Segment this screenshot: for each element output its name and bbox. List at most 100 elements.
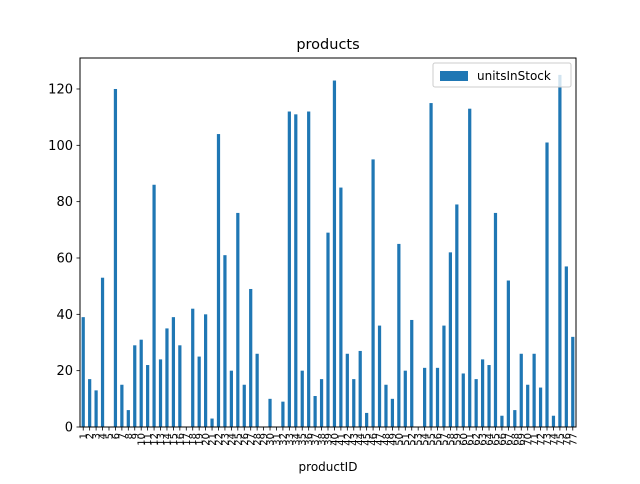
bar	[133, 345, 137, 427]
bar	[558, 74, 562, 428]
x-tick-label: 9	[130, 433, 141, 439]
bar	[352, 379, 356, 427]
x-tick-label: 23	[220, 433, 231, 446]
x-tick-label: 15	[169, 433, 180, 446]
bar	[216, 134, 221, 427]
legend-swatch	[440, 71, 468, 81]
x-tick-label: 59	[452, 433, 463, 446]
x-tick-label: 48	[381, 433, 392, 446]
bar	[365, 412, 369, 427]
x-tick-label: 75	[555, 433, 566, 446]
bar	[255, 353, 259, 427]
x-tick-label: 45	[362, 433, 373, 446]
x-tick-label: 35	[298, 433, 309, 446]
x-tick-label: 40	[330, 433, 341, 446]
bar	[390, 398, 395, 427]
x-tick-label: 26	[240, 433, 251, 446]
x-tick-label: 58	[446, 433, 457, 446]
y-tick-label: 80	[56, 195, 73, 210]
y-tick-label: 100	[48, 139, 73, 154]
bar	[377, 325, 382, 427]
x-tick-label: 16	[175, 433, 186, 446]
x-tick-label: 54	[420, 433, 431, 446]
chart-title: products	[296, 37, 359, 53]
bar	[146, 365, 150, 427]
bar	[455, 204, 459, 427]
x-tick-label: 60	[459, 433, 470, 446]
bar	[120, 384, 124, 427]
x-tick-label: 46	[369, 433, 380, 446]
x-tick-label: 6	[111, 433, 122, 439]
x-tick-label: 72	[536, 433, 547, 446]
x-tick-label: 69	[517, 433, 528, 446]
x-tick-label: 65	[491, 433, 502, 446]
y-tick-label: 120	[48, 82, 73, 97]
x-tick-label: 74	[549, 433, 560, 446]
bar	[519, 353, 523, 427]
x-tick-label: 37	[311, 433, 322, 446]
bar	[532, 353, 536, 427]
bar	[307, 111, 311, 428]
legend: unitsInStock	[432, 62, 572, 88]
bar	[332, 80, 337, 427]
x-tick-label: 19	[195, 433, 206, 446]
y-axis: 0 20 40 60 80 100 120	[48, 82, 80, 436]
x-tick-label: 47	[375, 433, 386, 446]
bar	[403, 370, 407, 427]
x-tick-label: 10	[137, 433, 148, 446]
x-tick-label: 67	[504, 433, 515, 446]
bar	[210, 418, 214, 427]
x-tick-label: 1	[79, 433, 90, 439]
bar	[236, 212, 240, 427]
bar	[358, 350, 362, 427]
x-tick-label: 32	[278, 433, 289, 446]
bar	[345, 353, 349, 427]
x-tick-label: 53	[414, 433, 425, 446]
x-tick-label: 62	[472, 433, 483, 446]
y-tick-label: 40	[56, 308, 73, 323]
x-tick-label: 39	[324, 433, 335, 446]
bar	[326, 232, 330, 427]
bar	[294, 114, 298, 427]
bar	[197, 356, 201, 427]
x-tick-label: 50	[394, 433, 405, 446]
bar	[538, 387, 543, 427]
x-tick-label: 49	[388, 433, 399, 446]
bar	[571, 336, 575, 427]
y-tick-label: 60	[56, 251, 73, 266]
bar	[461, 373, 465, 427]
bar	[545, 142, 549, 427]
bar	[100, 277, 105, 427]
x-axis: 1234567891011121314151617181920212223242…	[79, 427, 579, 446]
x-tick-label: 2	[85, 433, 96, 439]
x-tick-label: 14	[162, 433, 173, 446]
bar	[468, 108, 472, 427]
x-tick-label: 68	[510, 433, 521, 446]
bar	[480, 359, 485, 427]
bar	[319, 379, 324, 427]
bar	[493, 212, 498, 427]
x-tick-label: 43	[349, 433, 360, 446]
bar	[500, 415, 504, 427]
x-tick-label: 22	[214, 433, 225, 446]
x-tick-label: 38	[317, 433, 328, 446]
x-tick-label: 20	[201, 433, 212, 446]
bar	[487, 365, 491, 427]
x-tick-label: 36	[304, 433, 315, 446]
x-tick-label: 7	[117, 433, 128, 439]
legend-label: unitsInStock	[477, 69, 551, 83]
x-tick-label: 13	[156, 433, 167, 446]
bar	[223, 255, 227, 427]
x-tick-label: 12	[150, 433, 161, 446]
x-tick-label: 76	[562, 433, 573, 446]
x-tick-label: 27	[246, 433, 257, 446]
bar	[513, 410, 517, 427]
x-tick-label: 64	[485, 433, 496, 446]
bar	[281, 401, 285, 427]
bar	[423, 367, 427, 427]
x-tick-label: 30	[266, 433, 277, 446]
x-axis-label: productID	[299, 460, 358, 474]
x-tick-label: 21	[208, 433, 219, 446]
bar	[442, 325, 446, 427]
